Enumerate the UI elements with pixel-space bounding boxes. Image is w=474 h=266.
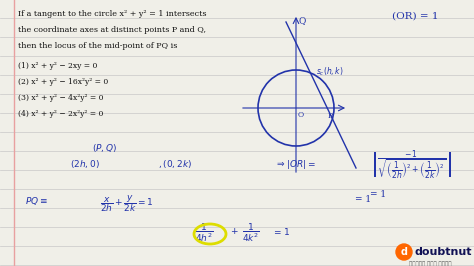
Text: = 1: = 1 [370,190,386,199]
Text: पढ़ना हुआ आसान: पढ़ना हुआ आसान [409,261,451,266]
Text: $\Rightarrow |OR| = $: $\Rightarrow |OR| = $ [275,158,316,171]
Text: $+$: $+$ [230,226,238,236]
Text: $\dfrac{1}{4h^2}$: $\dfrac{1}{4h^2}$ [195,222,213,244]
Text: $(P , Q)$: $(P , Q)$ [92,142,118,154]
Text: (4) x² + y² − 2x²y² = 0: (4) x² + y² − 2x²y² = 0 [18,110,103,118]
Text: d: d [401,247,408,257]
Text: $= 1$: $= 1$ [272,226,290,237]
Text: (3) x² + y² − 4x²y² = 0: (3) x² + y² − 4x²y² = 0 [18,94,103,102]
Text: O: O [298,111,304,119]
Text: $\dfrac{x}{2h} + \dfrac{y}{2k} = 1$: $\dfrac{x}{2h} + \dfrac{y}{2k} = 1$ [100,193,154,214]
Text: $s_c(h,k)$: $s_c(h,k)$ [316,66,344,78]
Text: then the locus of the mid-point of PQ is: then the locus of the mid-point of PQ is [18,42,177,50]
Text: (OR) = 1: (OR) = 1 [392,12,438,21]
Text: $, (0, 2k)$: $, (0, 2k)$ [158,158,192,170]
Text: the coordinate axes at distinct points P and Q,: the coordinate axes at distinct points P… [18,26,206,34]
Text: $(2h, 0)$: $(2h, 0)$ [70,158,100,170]
Text: P: P [328,112,333,120]
Text: Q: Q [299,16,306,25]
Text: = 1: = 1 [355,195,371,204]
Text: $\dfrac{1}{4k^2}$: $\dfrac{1}{4k^2}$ [242,222,260,244]
Text: (1) x² + y² − 2xy = 0: (1) x² + y² − 2xy = 0 [18,62,97,70]
Text: doubtnut: doubtnut [415,247,473,257]
Text: If a tangent to the circle x² + y² = 1 intersects: If a tangent to the circle x² + y² = 1 i… [18,10,207,18]
Text: (2) x² + y² − 16x²y² = 0: (2) x² + y² − 16x²y² = 0 [18,78,108,86]
Text: $PQ \equiv$: $PQ \equiv$ [25,195,48,207]
Circle shape [396,244,412,260]
Text: $\left|\dfrac{-1}{\sqrt{\left(\dfrac{1}{2h}\right)^2+\left(\dfrac{1}{2k}\right)^: $\left|\dfrac{-1}{\sqrt{\left(\dfrac{1}{… [370,148,452,181]
